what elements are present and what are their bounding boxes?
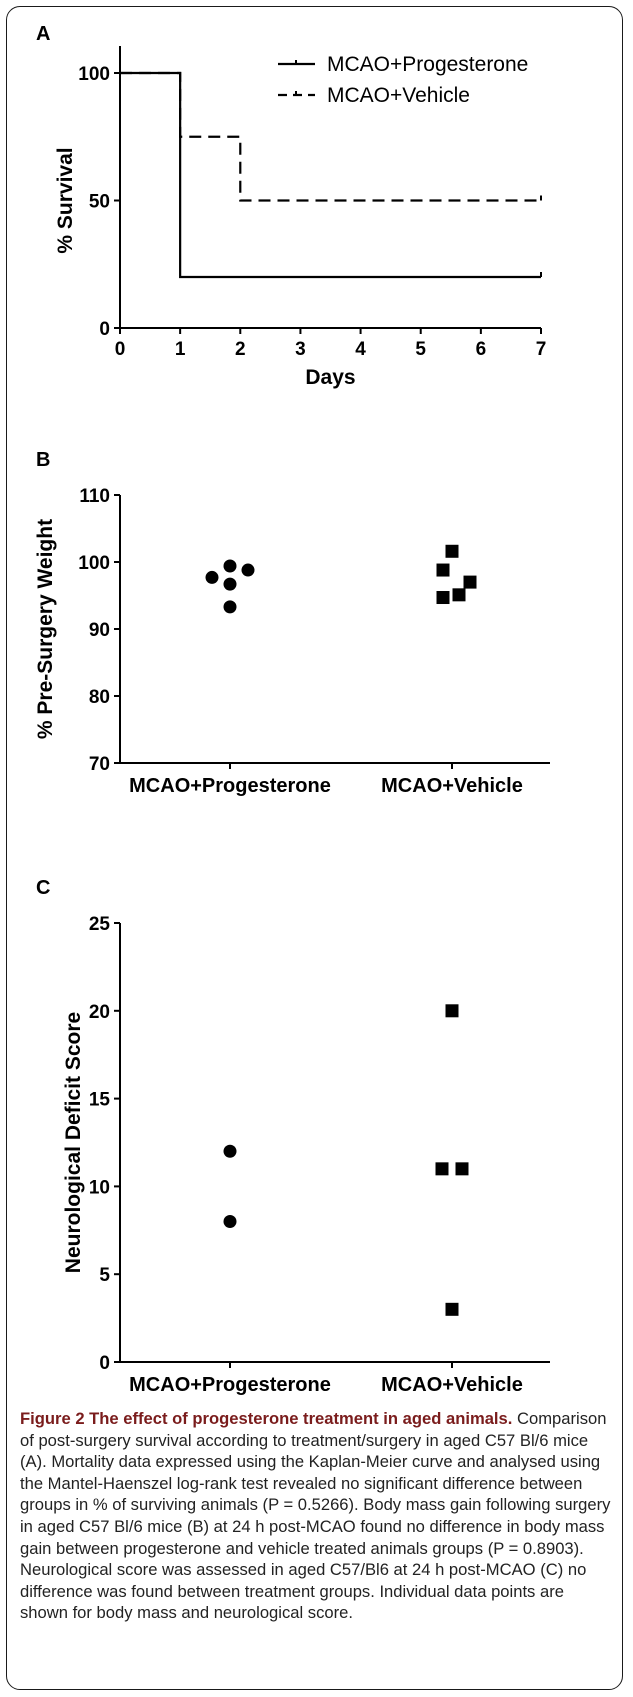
panel-b-data-point-circle [223,600,237,614]
panel-a-y-axis-title: % Survival [54,147,77,253]
panel-a-legend-label-0: MCAO+Progesterone [327,53,528,76]
panel-a-series-line-1 [120,71,541,202]
caption-body: Comparison of post-surgery survival acco… [20,1409,611,1623]
panel-a-label: A [36,23,50,45]
figure-frame [6,6,623,1690]
panel-b-data-point-square [452,588,466,602]
panel-a-x-tick-label: 7 [536,339,547,360]
panel-a-x-tick-label: 4 [355,339,366,360]
panel-c-data-point-square [445,1004,459,1018]
panel-b-category-label: MCAO+Vehicle [381,775,523,797]
figure-caption: Figure 2 The effect of progesterone trea… [20,1408,616,1624]
panel-a-y-tick-label: 0 [99,319,110,340]
panel-b-y-axis-title: % Pre-Surgery Weight [34,519,57,739]
caption-title: Figure 2 The effect of progesterone trea… [20,1409,513,1428]
panel-c-y-axis-title: Neurological Deficit Score [62,1012,85,1273]
panel-c-category-label: MCAO+Vehicle [381,1374,523,1396]
panel-a-x-tick-label: 2 [235,339,246,360]
panel-b-y-tick-label: 80 [89,687,110,708]
panel-b-label: B [36,449,50,471]
panel-c-y-tick-label: 5 [99,1265,110,1286]
panel-a-legend-label-1: MCAO+Vehicle [327,84,470,107]
panel-b-data-point-circle [223,577,237,591]
panel-c-label: C [36,877,50,899]
panel-c-y-tick-label: 20 [89,1002,110,1023]
panel-c-data-point-circle [223,1215,237,1229]
panel-b-data-point-square [436,591,450,605]
panel-a-x-tick-label: 3 [295,339,306,360]
panel-c-y-tick-label: 0 [99,1353,110,1374]
panel-a-x-tick-label: 1 [175,339,186,360]
panel-b-data-point-square [436,563,450,577]
panel-c-data-point-square [435,1162,449,1176]
panel-a-y-tick-label: 50 [89,192,110,213]
panel-c-y-tick-label: 10 [89,1177,110,1198]
panel-c-data-point-circle [223,1144,237,1158]
panel-a-x-tick-label: 5 [415,339,426,360]
panel-b-y-tick-label: 70 [89,754,110,775]
panel-b-y-tick-label: 90 [89,620,110,641]
panel-b-data-point-square [463,575,477,589]
panel-c-data-point-square [455,1162,469,1176]
panel-c-data-point-square [445,1302,459,1316]
panel-b-data-point-circle [223,559,237,573]
panel-b-category-label: MCAO+Progesterone [129,775,331,797]
panel-b-data-point-square [445,544,459,558]
panel-c-y-tick-label: 15 [89,1090,111,1111]
panel-b-y-tick-label: 110 [79,486,110,507]
panel-b-data-point-circle [241,563,255,577]
panel-c-category-label: MCAO+Progesterone [129,1374,331,1396]
panel-c-y-tick-label: 25 [89,914,111,935]
panel-a-x-axis-title: Days [305,366,355,389]
panel-a-y-tick-label: 100 [78,64,110,85]
panel-b-data-point-circle [205,570,219,584]
panel-b-y-tick-label: 100 [78,553,110,574]
panel-a-x-tick-label: 0 [115,339,126,360]
panel-a-x-tick-label: 6 [476,339,487,360]
